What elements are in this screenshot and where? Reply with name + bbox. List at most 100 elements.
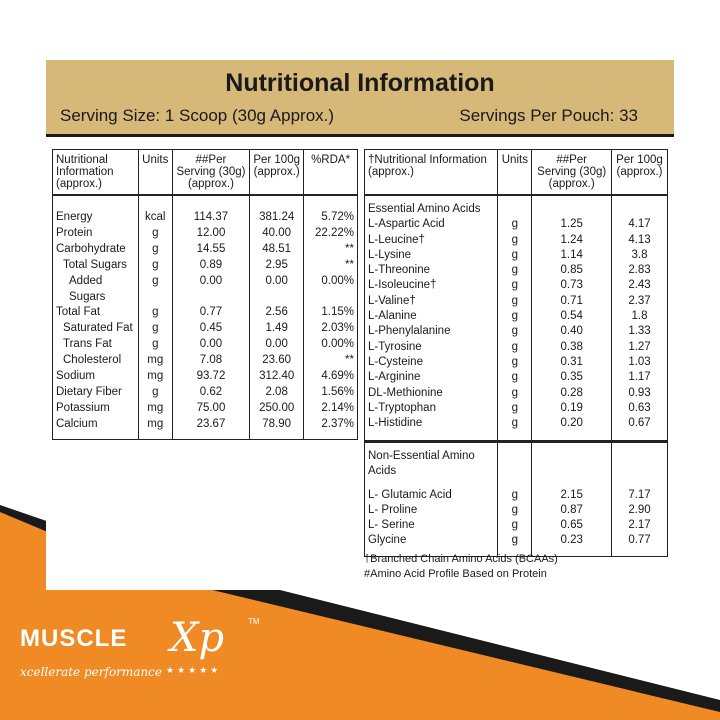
- rda-value: 1.15%: [303, 305, 358, 322]
- table-row: DL-Methionine g 0.28 0.93: [363, 385, 668, 401]
- per-serving-value: 0.71: [531, 293, 613, 310]
- table-row: Energy kcal 114.37 381.24 5.72%: [52, 195, 358, 226]
- nutrient-unit: g: [137, 337, 173, 354]
- rda-value: 0.00%: [303, 273, 358, 306]
- per-serving-value: 0.23: [531, 533, 613, 549]
- amino-acid-unit: g: [497, 263, 533, 279]
- per-serving-value: 23.67: [171, 416, 251, 440]
- rda-value: 2.14%: [303, 400, 358, 417]
- nutrient-unit: g: [137, 257, 173, 274]
- nutrient-unit: g: [137, 241, 173, 258]
- rda-value: 1.56%: [303, 384, 358, 401]
- nutrient-name: Total Sugars: [52, 257, 139, 274]
- per-100g-value: 4.17: [611, 217, 668, 233]
- brand-logo: MUSCLE Xp TM xcellerate performance ★★★★…: [20, 615, 260, 679]
- column-header: †Nutritional Information (approx.): [363, 149, 499, 196]
- per-serving-value: 0.00: [171, 273, 251, 306]
- amino-acid-name: L-Arginine: [363, 370, 499, 386]
- per-100g-value: 0.63: [611, 400, 668, 417]
- per-100g-value: 2.90: [611, 502, 668, 519]
- empty-cell: [611, 431, 668, 442]
- per-serving-value: 0.85: [531, 263, 613, 279]
- per-100g-value: 0.00: [249, 337, 305, 354]
- per-serving-value: 114.37: [171, 195, 251, 226]
- per-serving-value: 0.62: [171, 384, 251, 401]
- empty-cell: [497, 548, 533, 557]
- rda-value: 22.22%: [303, 225, 358, 242]
- empty-cell: [363, 479, 499, 488]
- empty-cell: [497, 439, 533, 480]
- table-row: Cholesterol mg 7.08 23.60 **: [52, 353, 358, 370]
- per-100g-value: 3.8: [611, 247, 668, 264]
- per-serving-value: 14.55: [171, 241, 251, 258]
- nutrient-name: Energy: [52, 195, 139, 226]
- amino-acid-name: L-Lysine: [363, 247, 499, 264]
- table-row: L- Proline g 0.87 2.90: [363, 502, 668, 519]
- rating-stars-icon: ★★★★★: [166, 665, 222, 675]
- panel-header: Nutritional Information Serving Size: 1 …: [46, 60, 674, 134]
- amino-acid-table-body: Essential Amino Acids L-Aspartic Acid g 1.2…: [363, 195, 668, 557]
- per-100g-value: 0.93: [611, 385, 668, 401]
- nutrient-unit: g: [137, 384, 173, 401]
- per-100g-value: 4.13: [611, 232, 668, 248]
- rda-value: 2.03%: [303, 321, 358, 338]
- amino-acid-unit: g: [497, 354, 533, 371]
- column-header: Nutritional Information (approx.): [52, 149, 139, 196]
- nutrient-name: Sodium: [52, 369, 139, 385]
- essential-amino-acids-header: Essential Amino Acids: [363, 195, 668, 218]
- amino-acid-name: L-Valine†: [363, 293, 499, 310]
- amino-acid-unit: g: [497, 232, 533, 248]
- amino-acid-unit: g: [497, 487, 533, 503]
- amino-acid-name: L-Tyrosine: [363, 339, 499, 355]
- nonessential-amino-acids-header: Non-Essential Amino Acids: [363, 439, 668, 480]
- empty-cell: [497, 479, 533, 488]
- per-serving-value: 0.38: [531, 339, 613, 355]
- nutrient-name: Potassium: [52, 400, 139, 417]
- serving-size: Serving Size: 1 Scoop (30g Approx.): [60, 106, 335, 125]
- per-100g-value: 1.8: [611, 309, 668, 325]
- per-100g-value: 2.17: [611, 518, 668, 534]
- amino-acid-unit: g: [497, 533, 533, 549]
- nutrient-name: Carbohydrate: [52, 241, 139, 258]
- table-row: L-Phenylalanine g 0.40 1.33: [363, 324, 668, 340]
- empty-cell: [531, 195, 613, 218]
- table-row: Glycine g 0.23 0.77: [363, 533, 668, 549]
- footnotes: †Branched Chain Amino Acids (BCAAs) #Ami…: [364, 552, 558, 582]
- amino-acid-name: L- Serine: [363, 518, 499, 534]
- nutrient-unit: g: [137, 321, 173, 338]
- rda-value: 0.00%: [303, 337, 358, 354]
- spacer-row: [363, 548, 668, 557]
- table-row: L-Cysteine g 0.31 1.03: [363, 354, 668, 371]
- per-100g-value: 1.17: [611, 370, 668, 386]
- per-100g-value: 78.90: [249, 416, 305, 440]
- servings-per-pouch: Servings Per Pouch: 33: [459, 106, 638, 125]
- nutrient-name: Cholesterol: [52, 353, 139, 370]
- nutrient-unit: mg: [137, 369, 173, 385]
- amino-acid-unit: g: [497, 518, 533, 534]
- nutrient-name: Saturated Fat: [52, 321, 139, 338]
- brand-word: MUSCLE: [20, 625, 128, 652]
- table-row: L- Serine g 0.65 2.17: [363, 518, 668, 534]
- per-100g-value: 381.24: [249, 195, 305, 226]
- per-100g-value: 1.27: [611, 339, 668, 355]
- empty-cell: [531, 479, 613, 488]
- trademark: TM: [248, 617, 260, 626]
- table-row: Carbohydrate g 14.55 48.51 **: [52, 241, 358, 258]
- table-row: L-Arginine g 0.35 1.17: [363, 370, 668, 386]
- amino-acid-name: L-Tryptophan: [363, 400, 499, 417]
- per-serving-value: 0.45: [171, 321, 251, 338]
- brand-tagline: xcellerate performance: [20, 665, 163, 679]
- nutrition-table-body: Energy kcal 114.37 381.24 5.72% Protein g 12.00…: [52, 195, 358, 440]
- nutrient-unit: mg: [137, 353, 173, 370]
- amino-acid-name: L-Threonine: [363, 263, 499, 279]
- amino-acid-unit: g: [497, 324, 533, 340]
- per-serving-value: 1.24: [531, 232, 613, 248]
- amino-acid-unit: g: [497, 309, 533, 325]
- table-row: L-Leucine† g 1.24 4.13: [363, 232, 668, 248]
- empty-cell: [611, 439, 668, 480]
- rda-value: **: [303, 353, 358, 370]
- per-serving-value: 0.54: [531, 309, 613, 325]
- nutrient-unit: kcal: [137, 195, 173, 226]
- empty-cell: [531, 431, 613, 442]
- per-100g-value: 0.00: [249, 273, 305, 306]
